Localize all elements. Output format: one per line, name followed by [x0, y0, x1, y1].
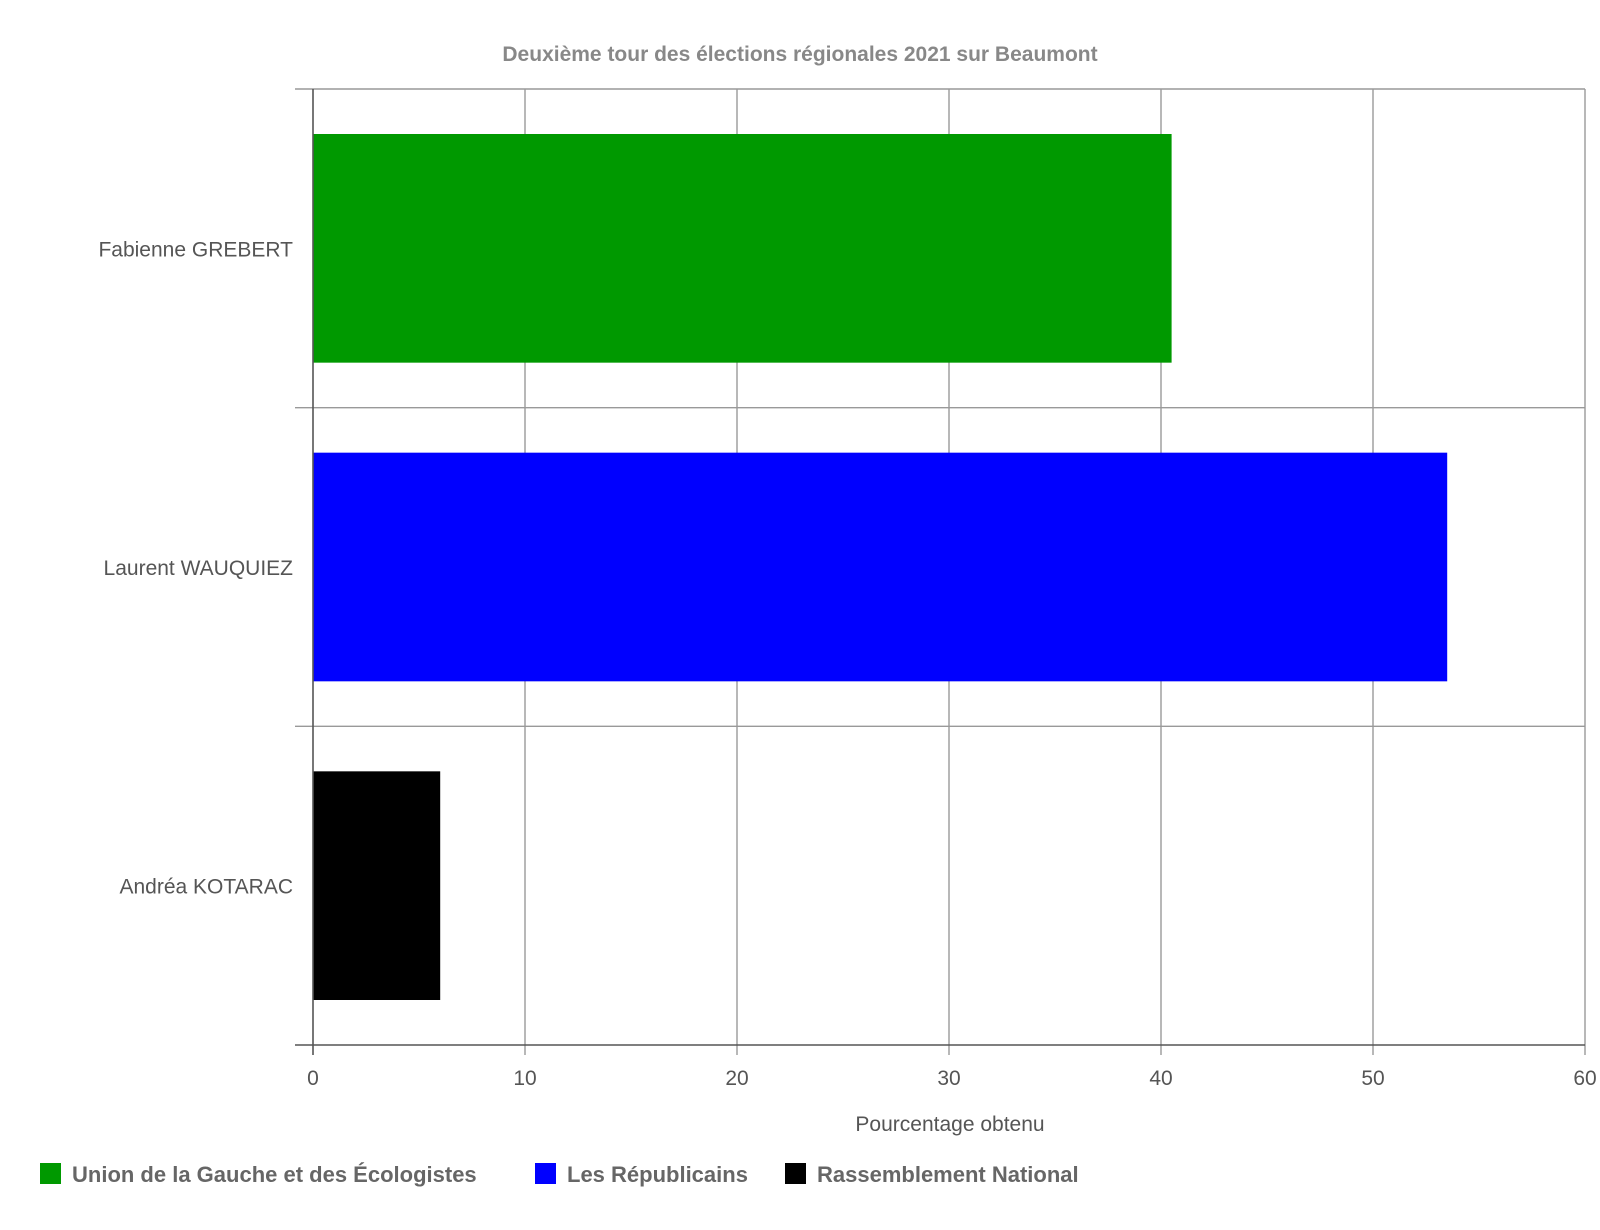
bar	[313, 452, 1448, 682]
chart-title: Deuxième tour des élections régionales 2…	[502, 43, 1097, 66]
x-tick-label: 60	[1573, 1067, 1596, 1090]
legend-label: Les Républicains	[567, 1162, 748, 1187]
legend-swatch	[40, 1163, 61, 1184]
category-label: Laurent WAUQUIEZ	[104, 557, 294, 580]
x-tick-label: 10	[513, 1067, 536, 1090]
x-tick-label: 50	[1361, 1067, 1384, 1090]
x-tick-label: 30	[937, 1067, 960, 1090]
bar	[313, 771, 441, 1000]
category-label: Andréa KOTARAC	[119, 876, 293, 899]
category-labels: Fabienne GREBERT Laurent WAUQUIEZ Andréa K…	[98, 238, 293, 898]
x-tick-label: 40	[1149, 1067, 1172, 1090]
x-tick-labels: 0 10 20 30 40 50 60	[307, 1067, 1597, 1090]
legend-swatch	[785, 1163, 806, 1184]
legend: Union de la Gauche et des Écologistes Les…	[40, 1162, 1079, 1187]
legend-swatch	[535, 1163, 556, 1184]
bar	[313, 134, 1172, 363]
legend-label: Union de la Gauche et des Écologistes	[72, 1162, 477, 1187]
axes	[295, 89, 1585, 1055]
x-tick-label: 0	[307, 1067, 319, 1090]
category-label: Fabienne GREBERT	[98, 238, 293, 261]
x-axis-title: Pourcentage obtenu	[855, 1113, 1044, 1136]
bars	[313, 134, 1448, 1000]
legend-label: Rassemblement National	[817, 1162, 1079, 1187]
x-tick-label: 20	[725, 1067, 748, 1090]
